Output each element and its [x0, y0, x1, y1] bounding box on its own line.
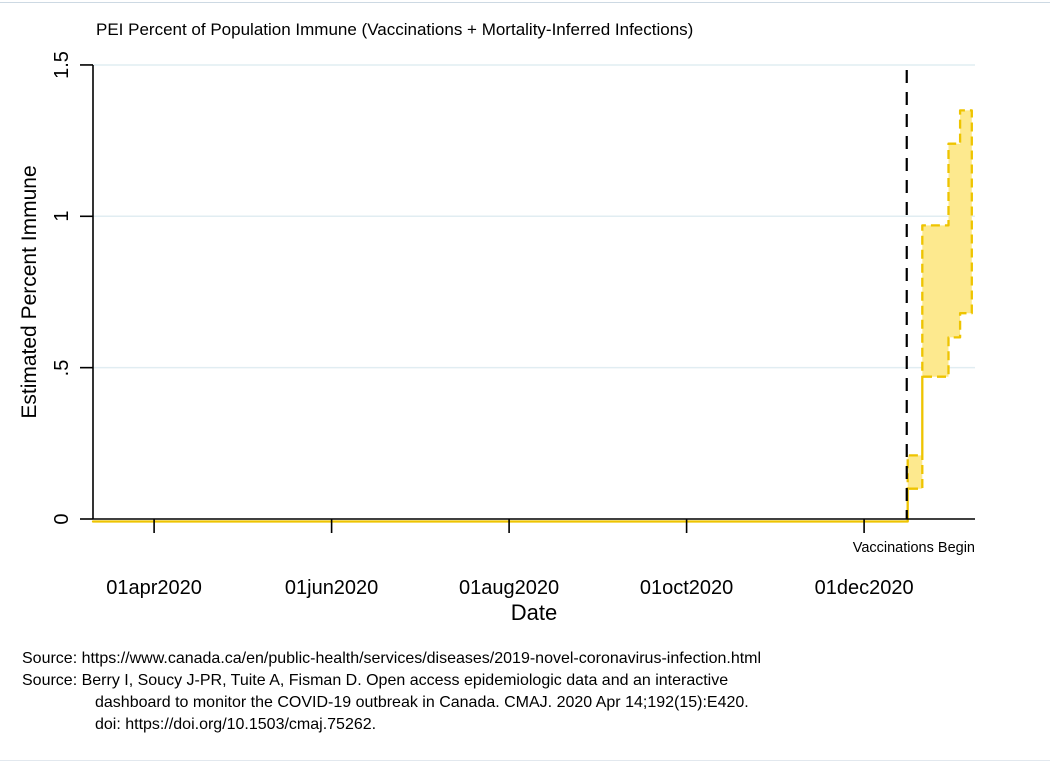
x-tick-label: 01oct2020	[639, 577, 734, 599]
source-notes: Source: https://www.canada.ca/en/public-…	[22, 648, 1032, 736]
x-tick-label: 01apr2020	[106, 577, 202, 599]
x-axis-title: Date	[510, 600, 558, 625]
y-axis-title: Estimated Percent Immune	[18, 165, 41, 419]
source-line: Source: https://www.canada.ca/en/public-…	[22, 650, 762, 667]
top-border-line	[0, 2, 1050, 3]
bottom-border-line	[0, 760, 1050, 761]
chart-title: PEI Percent of Population Immune (Vaccin…	[96, 20, 694, 39]
source-line: doi: https://doi.org/10.1503/cmaj.75262.	[95, 716, 377, 733]
source-line: dashboard to monitor the COVID-19 outbre…	[95, 694, 749, 711]
y-tick-label: 1.5	[50, 51, 73, 79]
vaccinations-begin-label: Vaccinations Begin	[852, 540, 975, 556]
x-tick-label: 01jun2020	[284, 577, 379, 599]
immune-band-area	[91, 109, 973, 523]
plot-area	[80, 64, 975, 533]
x-tick-label: 01dec2020	[814, 577, 914, 599]
source-line: Source: Berry I, Soucy J-PR, Tuite A, Fi…	[22, 672, 729, 689]
x-tick-label: 01aug2020	[459, 577, 560, 599]
y-tick-label: 0	[50, 513, 73, 525]
